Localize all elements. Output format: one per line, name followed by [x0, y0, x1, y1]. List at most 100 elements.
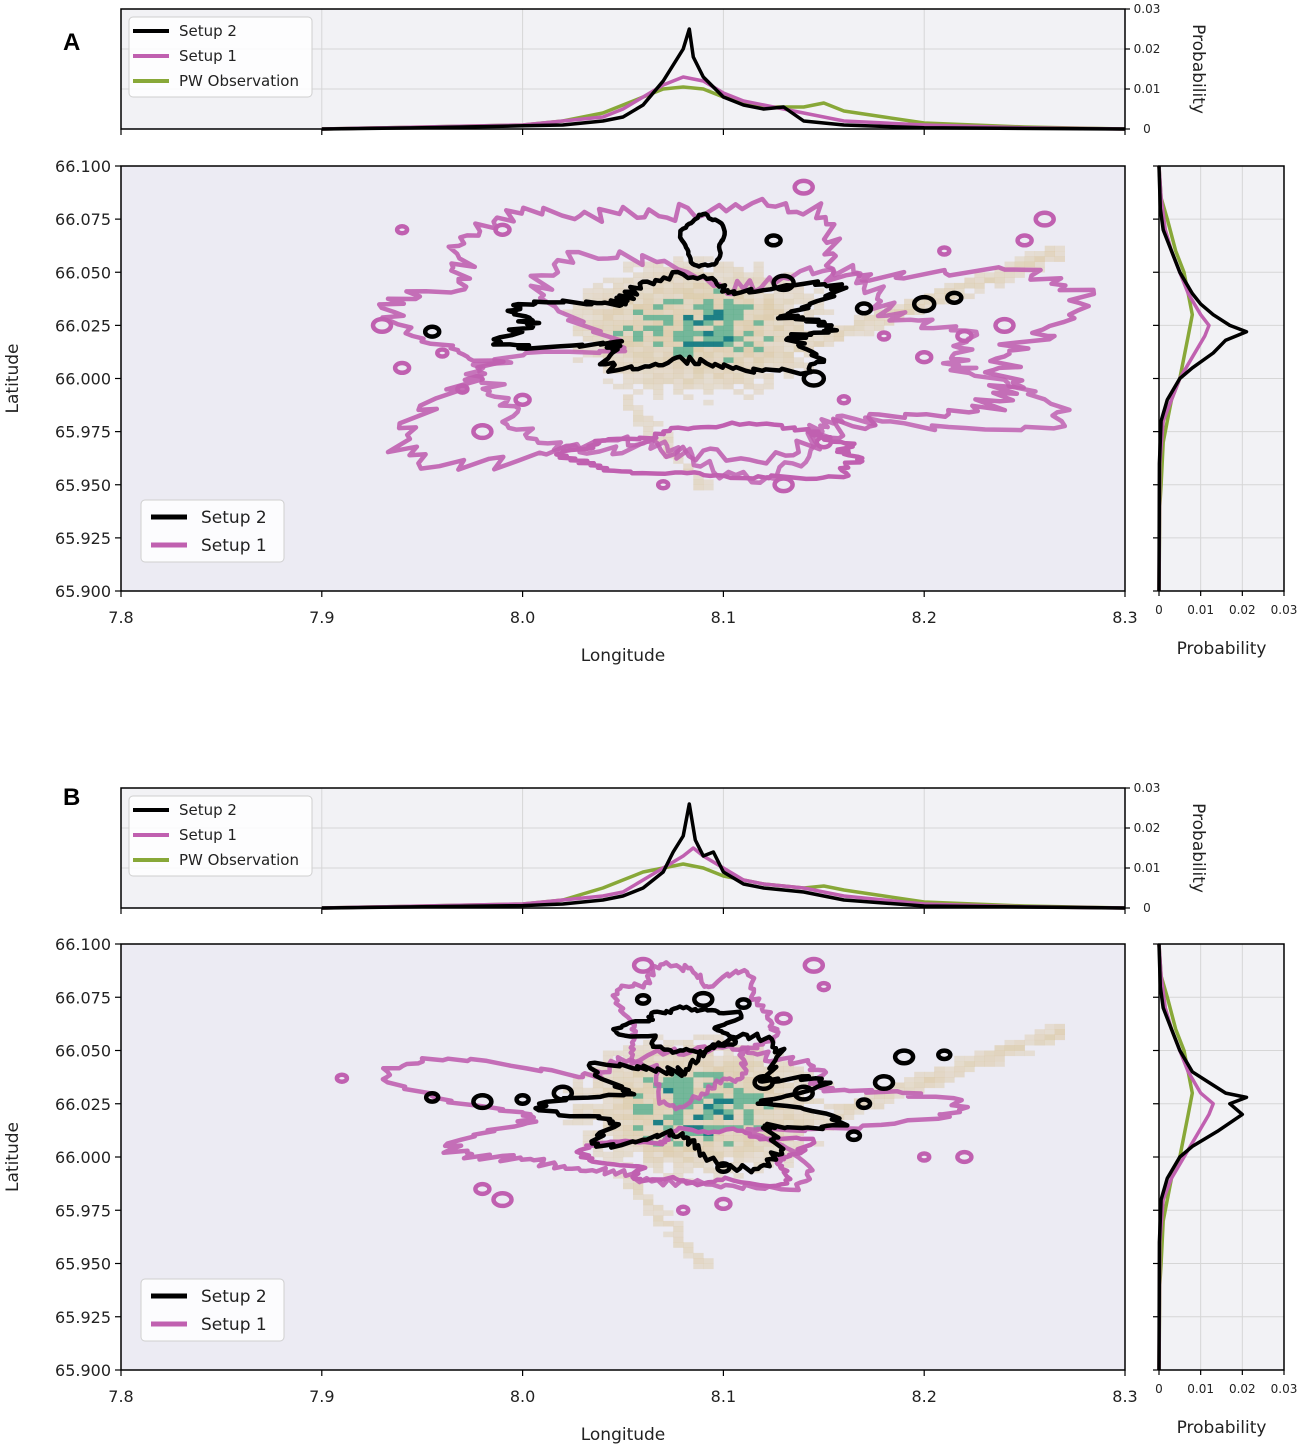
histogram-cell	[954, 288, 965, 294]
histogram-cell	[623, 378, 634, 385]
histogram-cell	[783, 298, 794, 305]
main-legend: Setup 2 Setup 1	[140, 499, 285, 563]
setup-2-contour	[677, 211, 727, 269]
histogram-cell	[663, 1173, 674, 1179]
histogram-cell	[703, 1141, 714, 1147]
histogram-cell	[633, 346, 644, 353]
histogram-cell	[623, 1130, 634, 1136]
histogram-cell	[653, 309, 664, 315]
histogram-cell	[783, 1082, 794, 1089]
histogram-cell	[643, 304, 654, 310]
histogram-cell	[1014, 1039, 1025, 1046]
histogram-cell	[904, 304, 915, 310]
histogram-cell	[693, 304, 704, 310]
histogram-cell	[864, 325, 875, 331]
histogram-cell	[572, 1082, 584, 1089]
histogram-cell	[703, 479, 714, 485]
histogram-cell	[743, 1093, 754, 1099]
legend-frame	[128, 795, 313, 877]
histogram-cell	[633, 1082, 644, 1089]
histogram-cell	[723, 1146, 734, 1152]
y-tick-label: 65.925	[55, 529, 111, 548]
histogram-cell	[713, 1173, 724, 1179]
x-tick-label: 7.8	[108, 1387, 133, 1406]
histogram-cell	[1034, 256, 1045, 262]
setup-2-contour	[771, 273, 796, 293]
histogram-cell	[613, 320, 624, 326]
histogram-cell	[623, 351, 634, 358]
histogram-cell	[623, 330, 634, 337]
histogram-cell	[613, 282, 624, 289]
histogram-cell	[703, 325, 714, 331]
histogram-cell	[723, 1103, 734, 1110]
histogram-cell	[703, 1071, 714, 1078]
histogram-cell	[713, 298, 724, 305]
histogram-cell	[663, 1125, 674, 1131]
histogram-cell	[582, 336, 594, 342]
setup-2-contour	[422, 324, 442, 339]
histogram-cell	[663, 1141, 674, 1147]
histogram-cell	[673, 330, 684, 337]
histogram-cell	[643, 1071, 654, 1078]
histogram-cell	[753, 1087, 764, 1094]
histogram-cell	[1044, 1029, 1055, 1035]
histogram-cell	[743, 383, 754, 390]
histogram-cell	[633, 325, 644, 331]
histogram-cell	[753, 362, 764, 369]
histogram-cell	[602, 309, 614, 315]
histogram-cell	[643, 1114, 654, 1120]
histogram-cell	[773, 1114, 784, 1120]
histogram-cell	[562, 309, 574, 315]
histogram-cell	[753, 277, 764, 284]
histogram-cell	[653, 341, 664, 347]
histogram-cell	[683, 383, 694, 390]
histogram-cell	[783, 1098, 794, 1104]
histogram-cell	[633, 415, 644, 422]
legend-label-pw: PW Observation	[179, 72, 299, 90]
histogram-cell	[713, 357, 724, 363]
top-marginal-line-setup2	[321, 27, 1126, 131]
histogram-cell	[673, 341, 684, 347]
histogram-cell	[643, 351, 654, 358]
histogram-cell	[643, 325, 654, 331]
histogram-cell	[703, 367, 714, 374]
histogram-cell	[673, 288, 684, 294]
histogram-cell	[663, 1157, 674, 1163]
histogram-cell	[723, 341, 734, 347]
histogram-cell	[653, 293, 664, 300]
histogram-cell	[1004, 1039, 1015, 1046]
histogram-cell	[954, 1071, 965, 1078]
histogram-cell	[653, 373, 664, 379]
histogram-cell	[562, 1119, 574, 1126]
histogram-cell	[924, 304, 935, 310]
histogram-cell	[663, 431, 674, 438]
histogram-cell	[723, 1119, 734, 1126]
histogram-cell	[673, 1226, 684, 1232]
histogram-cell	[673, 378, 684, 385]
setup-2-contour	[764, 233, 783, 248]
histogram-cell	[673, 1220, 684, 1227]
histogram-cell	[914, 298, 925, 305]
histogram-cell	[1024, 251, 1035, 257]
histogram-cell	[633, 1135, 644, 1142]
y-tick-label: 65.900	[55, 582, 111, 601]
histogram-cell	[723, 1093, 734, 1099]
histogram-cell	[683, 346, 694, 353]
histogram-cell	[723, 1066, 734, 1073]
setup-1-contour	[774, 1011, 793, 1026]
histogram-cell	[753, 389, 764, 395]
histogram-cell	[613, 309, 624, 315]
histogram-cell	[693, 1071, 704, 1078]
main-plot-content	[370, 178, 1097, 494]
top-marginal-y-tick-label: 0.03	[1134, 2, 1161, 16]
x-tick-label: 8.2	[911, 1387, 936, 1406]
histogram-cell	[653, 389, 664, 395]
histogram-cell	[653, 1034, 664, 1041]
histogram-cell	[723, 373, 734, 379]
setup-1-contour	[914, 350, 934, 365]
histogram-cell	[763, 346, 774, 353]
y-tick-label: 65.950	[55, 1255, 111, 1274]
histogram-cell	[713, 1109, 724, 1115]
y-axis-label: Latitude	[3, 1122, 23, 1192]
histogram-cell	[673, 261, 684, 268]
